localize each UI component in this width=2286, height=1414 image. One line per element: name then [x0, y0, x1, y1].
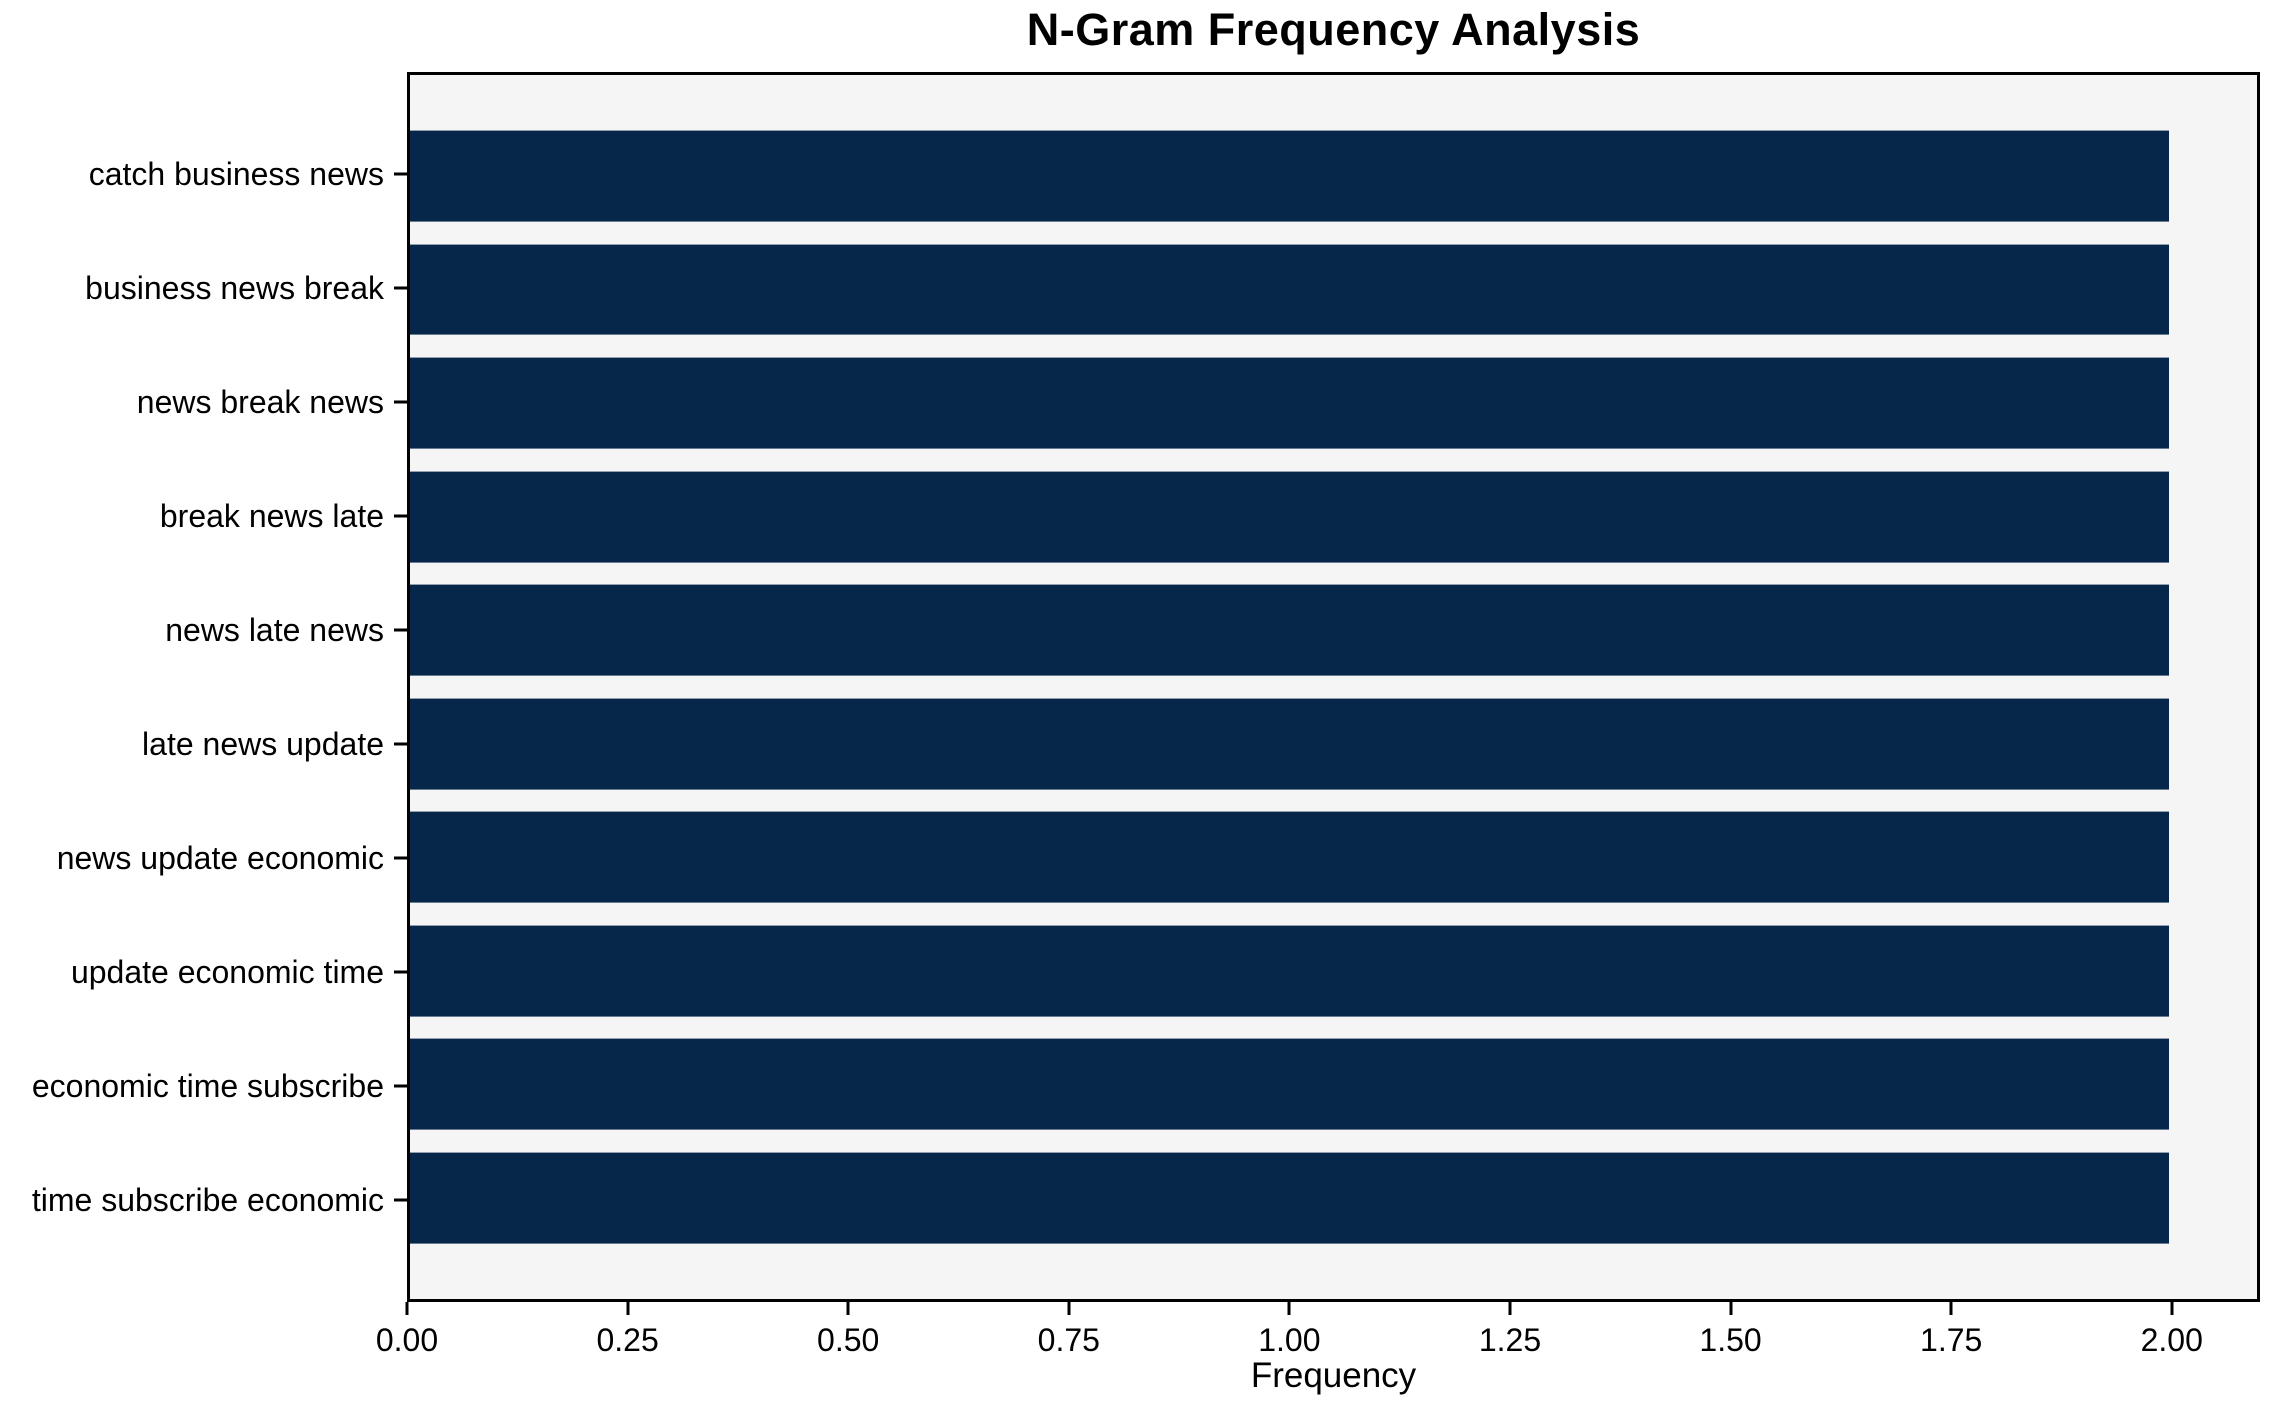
bar: [410, 1038, 2170, 1130]
x-tick-mark: [1287, 1302, 1291, 1315]
x-tick-label: 0.50: [817, 1322, 880, 1358]
y-tick-label: late news update: [142, 726, 384, 763]
x-tick-label: 0.75: [1037, 1322, 1100, 1358]
y-tick-label: catch business news: [88, 155, 384, 192]
bar: [410, 357, 2170, 449]
x-tick-mark: [1508, 1302, 1512, 1315]
x-tick-label: 1.75: [1920, 1322, 1983, 1358]
x-tick-label: 1.00: [1258, 1322, 1321, 1358]
x-tick-mark: [626, 1302, 630, 1315]
chart-title: N-Gram Frequency Analysis: [1026, 4, 1641, 55]
bar: [410, 925, 2170, 1017]
x-tick-label: 1.25: [1478, 1322, 1542, 1358]
y-tick-label: economic time subscribe: [31, 1068, 384, 1105]
y-tick-label: time subscribe economic: [31, 1182, 384, 1219]
bar: [410, 471, 2170, 563]
x-tick-label: 0.00: [375, 1322, 439, 1358]
x-tick-mark: [2170, 1302, 2174, 1315]
bar: [410, 698, 2170, 790]
y-tick-mark: [394, 1198, 407, 1202]
x-tick-mark: [846, 1302, 850, 1315]
x-axis-title: Frequency: [1250, 1356, 1417, 1395]
bar: [410, 244, 2170, 336]
y-tick-label: news late news: [165, 611, 384, 648]
y-tick-label: break news late: [159, 497, 384, 534]
y-tick-mark: [394, 400, 407, 404]
y-tick-mark: [394, 628, 407, 632]
y-tick-label: news break news: [136, 383, 384, 420]
bar: [410, 130, 2170, 222]
x-tick-label: 1.50: [1699, 1322, 1762, 1358]
y-tick-mark: [394, 1084, 407, 1088]
x-tick-mark: [1949, 1302, 1953, 1315]
x-tick-mark: [1067, 1302, 1071, 1315]
bar: [410, 1152, 2170, 1244]
y-tick-label: update economic time: [70, 954, 384, 991]
bar: [410, 584, 2170, 676]
x-tick-label: 0.25: [596, 1322, 659, 1358]
y-tick-mark: [394, 514, 407, 518]
y-tick-mark: [394, 172, 407, 176]
y-tick-mark: [394, 856, 407, 860]
y-tick-label: news update economic: [56, 840, 384, 877]
plot-area: [407, 72, 2260, 1302]
x-tick-mark: [1729, 1302, 1733, 1315]
y-tick-mark: [394, 742, 407, 746]
x-tick-label: 2.00: [2140, 1322, 2203, 1358]
x-tick-mark: [405, 1302, 409, 1315]
y-tick-label: business news break: [85, 269, 384, 306]
y-tick-mark: [394, 286, 407, 290]
y-tick-mark: [394, 970, 407, 974]
bar: [410, 811, 2170, 903]
